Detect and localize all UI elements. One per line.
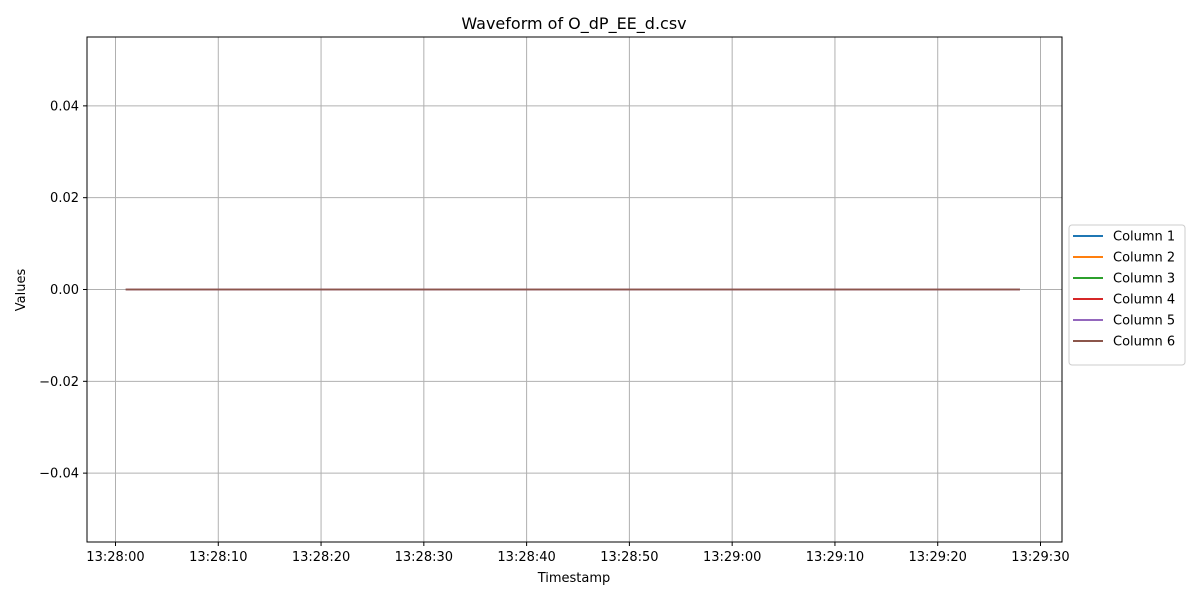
legend-label: Column 3 <box>1113 272 1175 287</box>
x-tick-label: 13:28:10 <box>189 550 247 565</box>
legend-label: Column 4 <box>1113 293 1175 308</box>
y-tick-label: 0.02 <box>50 191 79 206</box>
y-tick-label: 0.04 <box>50 99 79 114</box>
x-tick-label: 13:28:20 <box>292 550 350 565</box>
x-tick-label: 13:29:00 <box>703 550 761 565</box>
legend-label: Column 1 <box>1113 230 1175 245</box>
legend-box <box>1068 224 1186 366</box>
x-axis: 13:28:00 13:28:10 13:28:20 13:28:30 13:28:40… <box>86 542 1070 565</box>
x-tick-label: 13:28:40 <box>497 550 555 565</box>
chart-title: Waveform of O_dP_EE_d.csv <box>461 14 686 34</box>
x-tick-label: 13:29:10 <box>806 550 864 565</box>
legend-label: Column 2 <box>1113 251 1175 266</box>
x-tick-label: 13:28:00 <box>86 550 144 565</box>
x-tick-label: 13:29:20 <box>909 550 967 565</box>
legend-label: Column 5 <box>1113 314 1175 329</box>
legend-label: Column 6 <box>1113 335 1175 350</box>
x-tick-label: 13:28:30 <box>395 550 453 565</box>
x-tick-label: 13:28:50 <box>600 550 658 565</box>
x-axis-label: Timestamp <box>537 571 611 586</box>
y-tick-label: 0.00 <box>50 283 79 298</box>
y-axis-label: Values <box>14 269 29 312</box>
y-axis: −0.04 −0.02 0.00 0.02 0.04 <box>39 99 87 482</box>
y-tick-label: −0.04 <box>39 467 79 482</box>
legend: Column 1 Column 2 Column 3 Column 4 Column 5… <box>1068 224 1186 366</box>
y-tick-label: −0.02 <box>39 375 79 390</box>
x-tick-label: 13:29:30 <box>1011 550 1069 565</box>
